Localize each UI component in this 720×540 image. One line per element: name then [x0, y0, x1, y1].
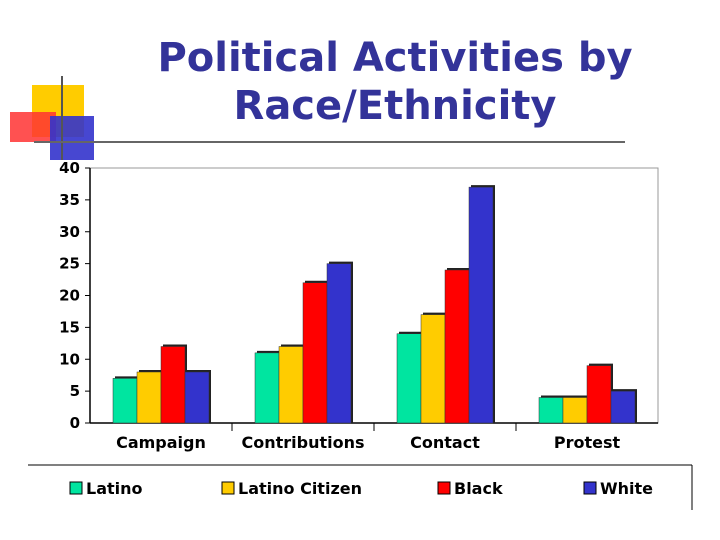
bar-contributions-black	[302, 282, 328, 424]
title-line-2: Race/Ethnicity	[233, 83, 557, 129]
chart-title: Political Activities by Race/Ethnicity	[150, 34, 640, 130]
bar-protest-black	[586, 365, 612, 424]
bar-contact-latino	[396, 333, 422, 424]
bar-campaign-latino	[112, 378, 138, 424]
bar-contact-black	[444, 269, 470, 424]
decorative-squares-graphic	[10, 76, 625, 160]
bar-protest-white	[610, 390, 636, 424]
x-tick-label-protest: Protest	[554, 433, 621, 452]
bar-campaign-black	[160, 346, 186, 424]
title-line-1: Political Activities by	[157, 35, 633, 81]
y-tick-label-8: 40	[59, 159, 80, 177]
bar-contributions-latino-citizen	[278, 346, 304, 424]
x-tick-label-contributions: Contributions	[241, 433, 364, 452]
bar-campaign-white	[184, 371, 210, 424]
y-tick-label-2: 10	[59, 350, 80, 368]
legend-label-latino: Latino	[86, 479, 143, 498]
deco-red-square	[10, 112, 56, 142]
bar-contact-white	[468, 186, 494, 424]
bar-campaign-latino-citizen	[136, 371, 162, 424]
y-tick-label-1: 5	[70, 382, 80, 400]
y-tick-label-6: 30	[59, 223, 80, 241]
bar-protest-latino	[538, 397, 564, 424]
legend-swatch-white	[583, 481, 597, 495]
y-tick-label-5: 25	[59, 255, 80, 273]
legend-swatch-latino-citizen	[221, 481, 235, 495]
y-tick-label-7: 35	[59, 191, 80, 209]
legend-swatch-latino	[69, 481, 83, 495]
deco-blue-square	[50, 116, 94, 160]
y-tick-label-4: 20	[59, 287, 80, 305]
legend-label-white: White	[600, 479, 653, 498]
x-tick-label-campaign: Campaign	[116, 433, 206, 452]
bar-contact-latino-citizen	[420, 314, 446, 424]
legend-label-black: Black	[454, 479, 503, 498]
legend-label-latino-citizen: Latino Citizen	[238, 479, 362, 498]
bar-protest-latino-citizen	[562, 397, 588, 424]
y-tick-label-3: 15	[59, 318, 80, 336]
x-tick-label-contact: Contact	[410, 433, 480, 452]
legend-swatch-black	[437, 481, 451, 495]
bar-contributions-white	[326, 263, 352, 424]
bar-contributions-latino	[254, 352, 280, 424]
y-tick-label-0: 0	[70, 414, 80, 432]
